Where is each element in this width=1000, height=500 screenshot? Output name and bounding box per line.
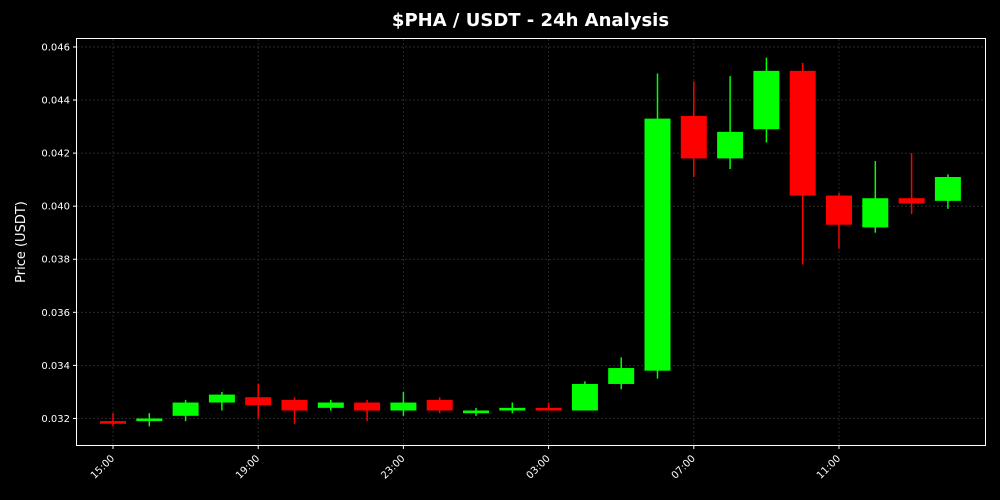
candle-body: [317, 402, 344, 408]
candle: [717, 76, 744, 170]
candle-body: [208, 394, 235, 403]
y-tick-label: 0.042: [41, 149, 70, 160]
candle: [644, 73, 671, 379]
candle-body: [680, 115, 707, 159]
candle-body: [571, 383, 598, 411]
x-tick-label: 15:00: [89, 453, 117, 481]
candle: [281, 397, 308, 424]
candle-body: [862, 198, 889, 228]
candle-body: [463, 410, 489, 414]
candle-body: [826, 195, 852, 225]
candle-body: [934, 176, 961, 201]
candle: [354, 399, 381, 422]
candle: [789, 62, 816, 265]
x-axis: 15:00 19:00 23:00 03:00 07:00 11:00: [89, 445, 843, 482]
candle: [826, 192, 852, 249]
candle-body: [644, 118, 671, 371]
candle-body: [789, 70, 816, 196]
candle: [208, 391, 235, 411]
x-tick-label: 07:00: [670, 453, 698, 481]
candle-body: [535, 407, 562, 411]
y-tick-label: 0.036: [41, 308, 70, 319]
candle-body: [426, 399, 453, 411]
candle-body: [100, 421, 126, 424]
candle-body: [172, 402, 199, 416]
x-tick-label: 03:00: [525, 453, 553, 481]
candle: [463, 407, 489, 416]
x-tick-label: 11:00: [815, 453, 843, 481]
y-tick-label: 0.040: [41, 202, 70, 213]
candle: [317, 399, 344, 411]
candle: [136, 413, 163, 427]
x-tick-label: 19:00: [234, 453, 262, 481]
candle: [934, 174, 961, 209]
y-tick-label: 0.032: [41, 414, 70, 425]
y-axis-label: Price (USDT): [14, 201, 29, 283]
candle-layer: [100, 57, 961, 427]
candle: [499, 402, 526, 414]
grid-layer: [77, 39, 985, 445]
plot-frame: [76, 38, 986, 446]
y-axis: 0.032 0.034 0.036 0.038 0.040 0.042 0.044 0.046: [41, 42, 77, 425]
candle: [390, 391, 417, 416]
candle-body: [717, 131, 744, 159]
candle: [862, 161, 889, 233]
candle-body: [281, 399, 308, 411]
candle: [680, 81, 707, 177]
candle: [100, 413, 126, 427]
candle: [535, 402, 562, 411]
candle: [426, 397, 453, 414]
candle-body: [753, 70, 780, 130]
candle: [753, 57, 780, 143]
y-tick-label: 0.044: [41, 96, 70, 107]
x-tick-label: 23:00: [379, 453, 407, 481]
y-tick-label: 0.034: [41, 361, 70, 372]
chart-title: $PHA / USDT - 24h Analysis: [391, 10, 670, 31]
candle-body: [608, 368, 635, 384]
y-tick-label: 0.046: [41, 42, 70, 53]
candle-body: [499, 407, 526, 411]
candle: [898, 153, 925, 215]
candle-body: [898, 198, 925, 204]
candle: [172, 399, 199, 422]
candle-body: [245, 397, 272, 406]
candle: [245, 383, 272, 419]
candle: [608, 357, 635, 390]
candle-body: [390, 402, 417, 411]
y-tick-label: 0.038: [41, 255, 70, 266]
candle-body: [354, 402, 381, 411]
candle-body: [136, 418, 163, 422]
candle: [571, 381, 598, 411]
